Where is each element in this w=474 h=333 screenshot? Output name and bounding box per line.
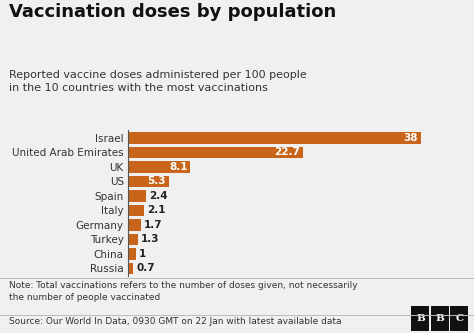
- Text: 5.3: 5.3: [147, 176, 166, 186]
- Text: 22.7: 22.7: [274, 148, 300, 158]
- Text: 2.1: 2.1: [147, 205, 166, 215]
- Text: 8.1: 8.1: [169, 162, 187, 172]
- Text: 0.7: 0.7: [137, 263, 155, 273]
- Text: C: C: [455, 314, 464, 323]
- Bar: [128, 176, 169, 187]
- Bar: [128, 248, 136, 259]
- Text: B: B: [436, 314, 444, 323]
- Text: 1.7: 1.7: [144, 220, 163, 230]
- Bar: [128, 161, 191, 172]
- Text: Note: Total vaccinations refers to the number of doses given, not necessarily
th: Note: Total vaccinations refers to the n…: [9, 281, 358, 302]
- Bar: [128, 234, 138, 245]
- Bar: [128, 132, 421, 144]
- Text: Source: Our World In Data, 0930 GMT on 22 Jan with latest available data: Source: Our World In Data, 0930 GMT on 2…: [9, 317, 342, 326]
- Text: 2.4: 2.4: [150, 191, 168, 201]
- Bar: [128, 219, 141, 230]
- Text: Vaccination doses by population: Vaccination doses by population: [9, 3, 337, 21]
- Text: Reported vaccine doses administered per 100 people
in the 10 countries with the : Reported vaccine doses administered per …: [9, 70, 307, 93]
- Bar: [128, 205, 144, 216]
- Bar: [128, 190, 146, 201]
- Bar: [128, 263, 133, 274]
- Text: 1.3: 1.3: [141, 234, 160, 244]
- Text: 1: 1: [139, 249, 146, 259]
- Text: 38: 38: [404, 133, 418, 143]
- Text: B: B: [416, 314, 425, 323]
- Bar: [128, 147, 303, 158]
